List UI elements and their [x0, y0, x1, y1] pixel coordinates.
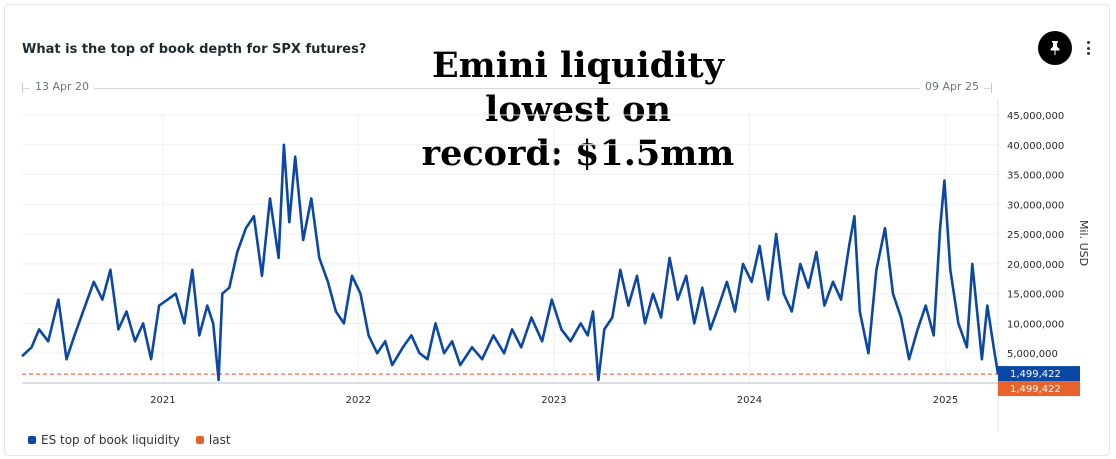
range-start-label: 13 Apr 20 [30, 80, 95, 93]
last-value-label-series-box [998, 366, 1080, 382]
range-end-label: 09 Apr 25 [919, 80, 984, 93]
last-value-label-last: 1,499,422 [1010, 384, 1061, 395]
y-tick-label: 10,000,000 [1007, 319, 1064, 330]
y-tick-label: 30,000,000 [1007, 200, 1064, 211]
more-vertical-icon [1086, 41, 1090, 44]
legend-item-last[interactable]: last [195, 433, 231, 447]
y-tick-label: 40,000,000 [1007, 141, 1064, 152]
y-tick-label: 20,000,000 [1007, 260, 1064, 271]
x-tick-label: 2024 [737, 395, 762, 406]
legend-label-es: ES top of book liquidity [41, 433, 180, 447]
last-value-label-series: 1,499,422 [1010, 369, 1061, 380]
grid-lines [22, 113, 998, 383]
x-tick-label: 2023 [541, 395, 566, 406]
range-end-handle[interactable] [991, 83, 992, 93]
pin-button[interactable] [1038, 31, 1072, 65]
legend-item-es-liquidity[interactable]: ES top of book liquidity [28, 433, 180, 447]
last-value-labels: 1,499,422 1,499,422 [998, 366, 1080, 397]
y-tick-label: 25,000,000 [1007, 230, 1064, 241]
range-start-handle[interactable] [22, 83, 23, 93]
x-tick-label: 2025 [933, 395, 958, 406]
series-line-es-top-of-book [21, 143, 1000, 382]
legend-label-last: last [208, 433, 231, 447]
headline-line-1: Emini liquidity lowest on [431, 45, 724, 130]
y-axis-title: Mil. USD [1077, 220, 1090, 266]
headline-line-2: record: $1.5mm [421, 133, 735, 174]
y-tick-label: 5,000,000 [1007, 349, 1058, 360]
date-range-selector[interactable]: 13 Apr 20 09 Apr 25 [22, 80, 992, 96]
last-value-label-last-box [998, 381, 1080, 397]
chart-card [4, 4, 1110, 456]
y-tick-label: 15,000,000 [1007, 290, 1064, 301]
legend: ES top of book liquidity last [28, 433, 231, 447]
pin-icon [1050, 41, 1060, 55]
y-axis: 5,000,000 10,000,000 15,000,000 20,000,000 2… [997, 100, 1064, 432]
legend-swatch-last [195, 436, 204, 444]
chart-question-title: What is the top of book depth for SPX fu… [22, 42, 367, 57]
y-tick-label: 35,000,000 [1007, 171, 1064, 182]
y-tick-label: 45,000,000 [1007, 111, 1064, 122]
more-options-button[interactable] [1082, 38, 1094, 58]
x-tick-label: 2021 [150, 395, 175, 406]
x-axis: 2021 2022 2023 2024 2025 [22, 382, 998, 406]
x-tick-label: 2022 [346, 395, 371, 406]
headline-overlay: Emini liquidity lowest on record: $1.5mm [378, 44, 778, 176]
legend-swatch-es [28, 436, 36, 444]
